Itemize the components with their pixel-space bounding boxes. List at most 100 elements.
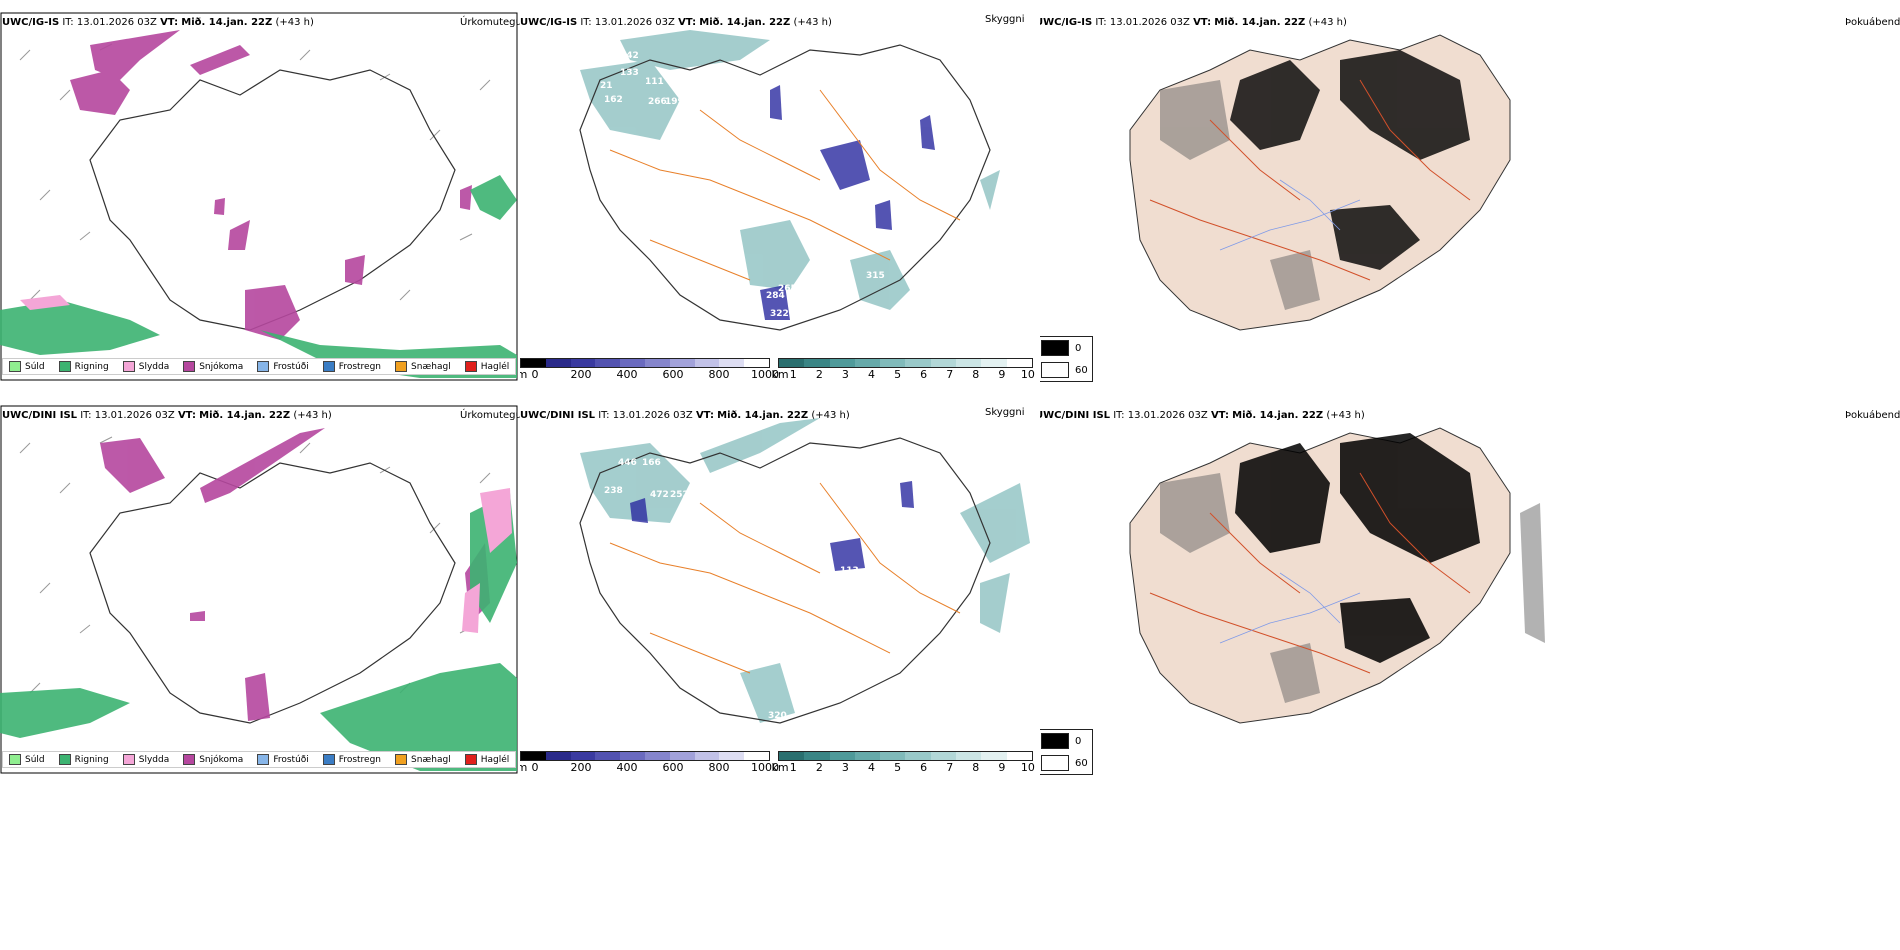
scale-segment xyxy=(1006,359,1032,367)
roads xyxy=(1149,79,1471,281)
scale-tick-label: 7 xyxy=(946,761,954,774)
scale-segment xyxy=(880,359,906,367)
legend-item: Súld xyxy=(9,361,45,372)
scale-tick-label: 1000 xyxy=(751,761,779,774)
legend-item: Frostregn xyxy=(322,361,381,372)
low-cloud-base-areas xyxy=(630,481,914,571)
legend-swatch-freezing-drizzle xyxy=(257,361,270,372)
legend-item: Snæhagl xyxy=(395,754,451,765)
cloud-base-scale: m 0 200 400 600 800 1000 xyxy=(520,751,779,774)
legend-swatch-hail xyxy=(464,754,477,765)
scale-tick-label: 800 xyxy=(708,761,730,774)
fog-legend-label: 60 xyxy=(1075,757,1088,769)
low-visibility-areas xyxy=(580,30,1000,310)
scale-segment xyxy=(744,359,769,367)
value-label: 162 xyxy=(604,95,623,105)
scale-segment xyxy=(545,359,571,367)
issue-label: IT: xyxy=(598,410,610,421)
scale-tick-label: 0 xyxy=(531,368,539,381)
scale-tick-label: 5 xyxy=(894,368,902,381)
value-label: 73 xyxy=(720,218,733,228)
visibility-scale: km 1 2 3 4 5 6 7 8 9 10 xyxy=(771,358,1035,381)
scale-unit: km xyxy=(771,761,789,774)
scale-segment xyxy=(905,359,931,367)
model-name: UWC/DINI ISL xyxy=(1040,410,1111,421)
value-label: 265 xyxy=(778,284,797,294)
rivers xyxy=(1219,572,1361,644)
sleet-areas xyxy=(20,295,70,310)
scale-tick-label: 7 xyxy=(946,368,954,381)
precip-panel-title: Úrkomutegund xyxy=(460,410,520,421)
legend-label: Haglél xyxy=(480,754,510,765)
value-label: 266 xyxy=(648,97,667,107)
valid-time: Mið. 14.jan. 22Z xyxy=(1214,17,1306,28)
fog-legend-label: 0 xyxy=(1075,342,1082,354)
scale-segment xyxy=(644,359,670,367)
value-label: 111 xyxy=(645,77,664,87)
roads xyxy=(1149,472,1471,674)
scale-unit: m xyxy=(520,761,528,774)
value-label: 252 xyxy=(670,490,689,500)
fog-legend-label: 0 xyxy=(1075,735,1082,747)
lead-time: (+43 h) xyxy=(275,17,314,28)
scale-tick-label: 3 xyxy=(841,761,849,774)
iceland-outline xyxy=(89,69,456,331)
valid-time: Mið. 14.jan. 22Z xyxy=(699,17,791,28)
fog-light-areas xyxy=(1160,80,1320,310)
value-label: 342 xyxy=(620,51,639,61)
value-label: 315 xyxy=(866,271,885,281)
issue-time: 13.01.2026 03Z xyxy=(612,410,693,421)
scale-tick-label: 400 xyxy=(616,761,638,774)
scale-segment xyxy=(545,752,571,760)
snow-areas xyxy=(70,30,472,340)
lead-time: (+43 h) xyxy=(811,410,850,421)
legend-swatch-rain xyxy=(58,754,71,765)
cloud-panel-title: Skyggni xyxy=(985,407,1025,418)
legend-swatch-freezing-rain xyxy=(322,361,335,372)
scale-segment xyxy=(694,359,720,367)
fog-dense-areas xyxy=(1230,50,1470,270)
issue-time: 13.01.2026 03Z xyxy=(76,17,157,28)
legend-swatch-rain xyxy=(58,361,71,372)
legend-swatch-drizzle xyxy=(9,361,21,372)
scale-tick-label: 6 xyxy=(920,368,928,381)
scale-tick-label: 1 xyxy=(789,368,797,381)
scale-tick-label: 8 xyxy=(972,761,980,774)
scale-segment xyxy=(804,752,830,760)
cloud-base-colorbar xyxy=(520,358,770,368)
legend-swatch-snow-pellets xyxy=(395,754,408,765)
legend-label: Snjókoma xyxy=(199,361,244,372)
value-label: 199 xyxy=(665,97,684,107)
valid-time: Mið. 14.jan. 22Z xyxy=(199,410,291,421)
scale-segment xyxy=(669,359,695,367)
scale-tick-label: 4 xyxy=(868,761,875,774)
scale-segment xyxy=(644,752,670,760)
valid-label: VT: xyxy=(1210,410,1229,421)
valid-label: VT: xyxy=(177,410,196,421)
legend-item: Snjókoma xyxy=(183,361,243,372)
value-label: 231 xyxy=(870,241,889,251)
scale-tick-label: 1 xyxy=(789,761,797,774)
scale-tick-label: 400 xyxy=(616,368,638,381)
visibility-colorbar xyxy=(778,751,1033,761)
legend-label: Slydda xyxy=(138,754,170,765)
run-info-header: UWC/IG-IS IT: 13.01.2026 03Z VT: Mið. 14… xyxy=(2,17,314,29)
value-label: 113 xyxy=(840,566,859,576)
legend-item: Frostregn xyxy=(322,754,381,765)
legend-swatch-freezing-rain xyxy=(322,754,335,765)
value-label: 472 xyxy=(650,490,669,500)
scale-segment xyxy=(694,752,720,760)
model-name: UWC/IG-IS xyxy=(2,17,60,28)
issue-time: 13.01.2026 03Z xyxy=(594,17,675,28)
legend-item: Frostúði xyxy=(257,754,309,765)
scale-segment xyxy=(595,359,621,367)
legend-label: Rigning xyxy=(74,754,109,765)
scale-segment xyxy=(744,752,769,760)
legend-swatch-sleet xyxy=(122,361,135,372)
cloud-visibility-panel-2: UWC/DINI ISL IT: 13.01.2026 03Z VT: Mið.… xyxy=(520,393,1040,778)
legend-item: Súld xyxy=(9,754,45,765)
legend-item: Snæhagl xyxy=(395,361,451,372)
scale-segment xyxy=(956,752,982,760)
model-name: UWC/DINI ISL xyxy=(520,410,596,421)
scale-segment xyxy=(1006,752,1032,760)
